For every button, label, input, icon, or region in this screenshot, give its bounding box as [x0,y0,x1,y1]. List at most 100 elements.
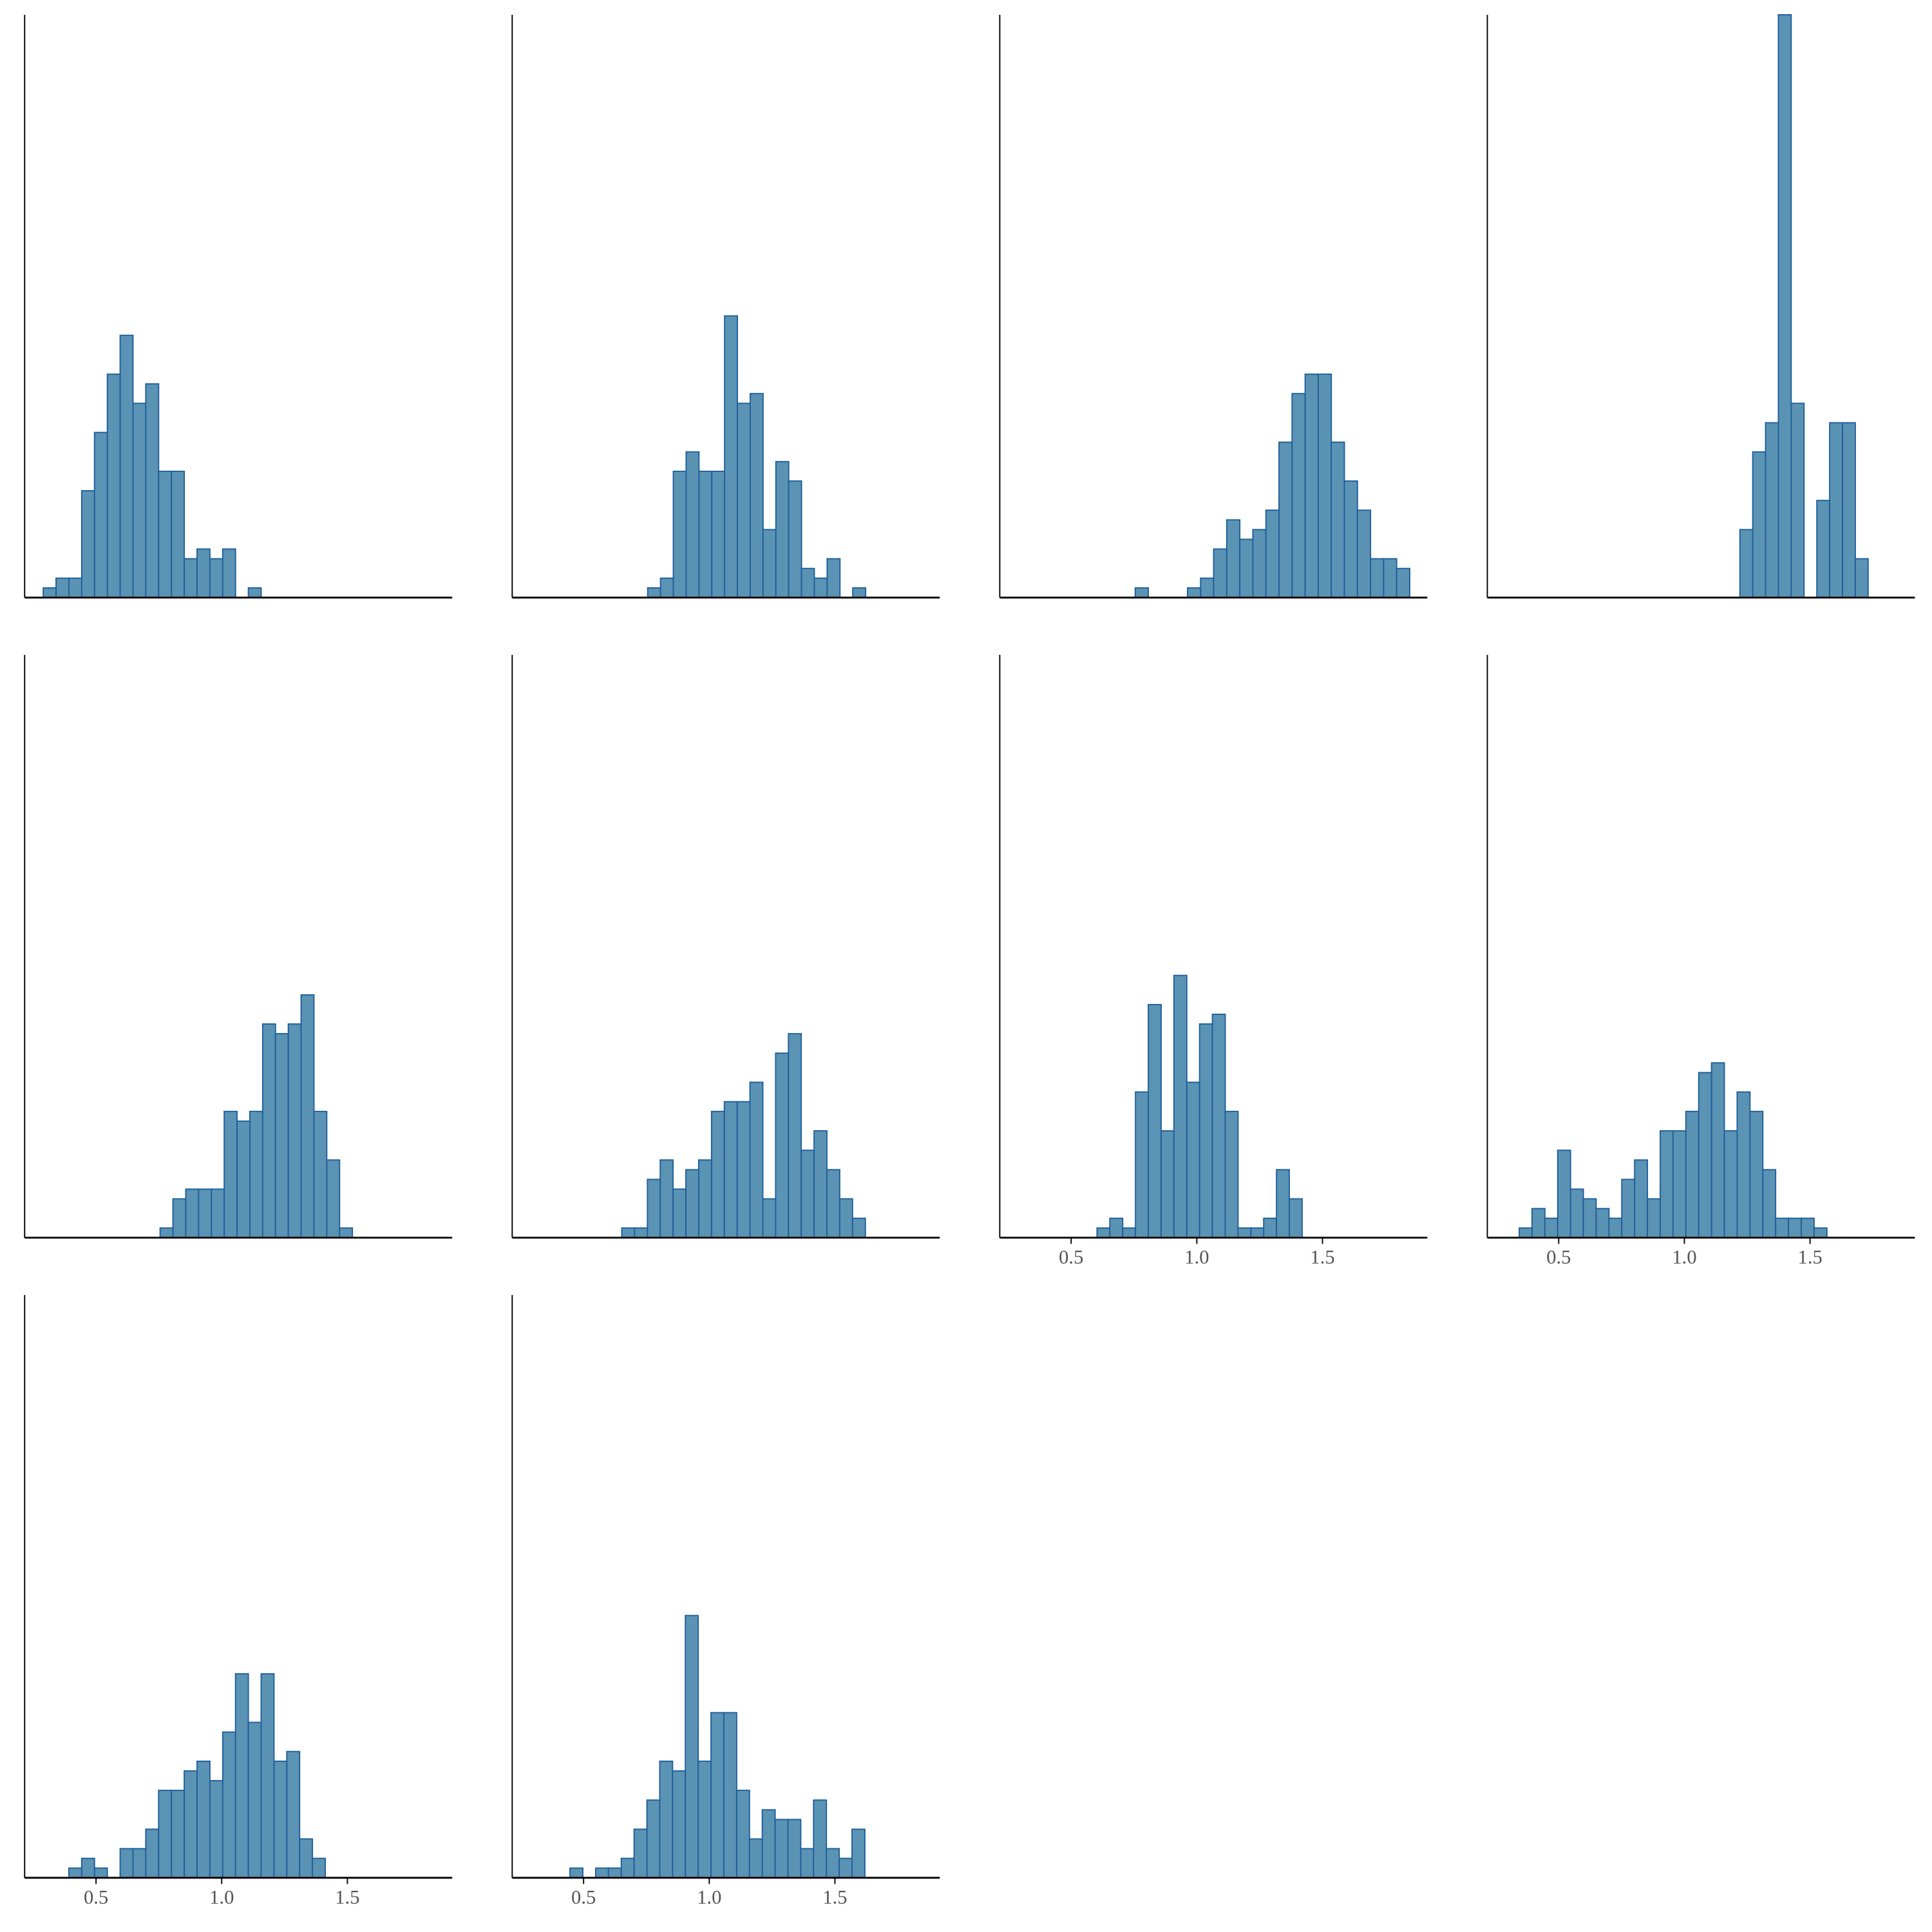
bar [1289,1198,1303,1238]
bar [273,1760,288,1879]
bar [158,1790,173,1879]
bar [1211,1014,1226,1238]
bar [312,1857,327,1879]
bar [171,1790,185,1879]
x-tick-label: 1.0 [209,1886,234,1908]
bar [1621,1179,1636,1238]
bar [300,994,315,1238]
bar [1557,1150,1571,1238]
bar [826,558,841,598]
bar [1278,441,1293,598]
bar [287,1023,302,1238]
bar [234,1673,249,1879]
bar [1396,567,1410,598]
bar [261,1023,276,1238]
bar [209,1780,223,1879]
bar [185,1188,200,1238]
bar [800,1150,815,1238]
bar [1224,1110,1239,1238]
bar [788,480,802,598]
bar [1343,480,1358,598]
bar [1723,1130,1738,1238]
bar [672,470,687,598]
x-tick-label: 1.0 [1672,1246,1696,1268]
bar [647,587,661,598]
bar [119,334,134,598]
bar [236,1120,251,1238]
bar [1317,374,1332,598]
bar [826,1169,840,1238]
bar [711,470,726,598]
bar [1187,587,1202,598]
bar [184,1770,198,1879]
bar [1109,1217,1124,1238]
bar [775,1052,790,1238]
bar [697,1159,712,1238]
bar [222,1731,236,1879]
bar [1250,1227,1265,1238]
bar [1186,1081,1200,1238]
bar [1749,1110,1764,1238]
bar [672,1770,687,1879]
bar [1775,1217,1790,1238]
x-tick-label: 1.0 [697,1886,721,1908]
bar [1291,393,1306,598]
bar [196,1760,211,1879]
bar [750,393,764,598]
bar [1356,509,1372,598]
bar [1608,1217,1623,1238]
x-tick-label: 1.5 [1310,1246,1334,1268]
bar [326,1159,341,1238]
bar [68,1867,82,1879]
bar [1134,587,1150,598]
x-tick-label: 1.0 [1184,1246,1209,1268]
bar [93,1867,108,1879]
bar [852,587,867,598]
bar [659,577,674,598]
bar [735,1790,750,1879]
bar [1595,1208,1610,1238]
bar [211,1188,225,1238]
bar [1569,1188,1584,1238]
bar [1198,1023,1213,1238]
bar [685,1615,699,1879]
bar [286,1750,301,1879]
bar [80,1857,95,1879]
bar [1263,1217,1278,1238]
bar [1736,1091,1751,1238]
bar [1854,558,1869,598]
bar [43,587,57,598]
x-tick-label: 0.5 [1059,1246,1083,1268]
bar [672,1188,687,1238]
bar [249,1110,263,1238]
bar [788,1033,802,1238]
bar [1239,538,1254,598]
bar [761,1809,776,1879]
bar [1544,1217,1558,1238]
bar [594,1867,609,1879]
bar [222,548,236,598]
bar [1788,1217,1802,1238]
bar [172,1198,187,1238]
bar [1762,1169,1777,1238]
bar [80,490,95,598]
bar [1519,1227,1533,1238]
bar [723,1712,737,1879]
bar [1710,1062,1725,1238]
bar [737,402,751,598]
bar [247,1721,262,1879]
bar [171,470,185,598]
bar [800,1848,815,1879]
bar [1096,1227,1111,1238]
bar [826,1848,840,1879]
bar [184,558,198,598]
bar [851,1828,866,1879]
bar [1331,441,1345,598]
bar [1226,519,1241,598]
bar [1160,1130,1175,1238]
bar [1634,1159,1649,1238]
bar [1265,509,1280,598]
bar [697,1760,712,1879]
bar [1370,558,1385,598]
bar [1582,1198,1597,1238]
